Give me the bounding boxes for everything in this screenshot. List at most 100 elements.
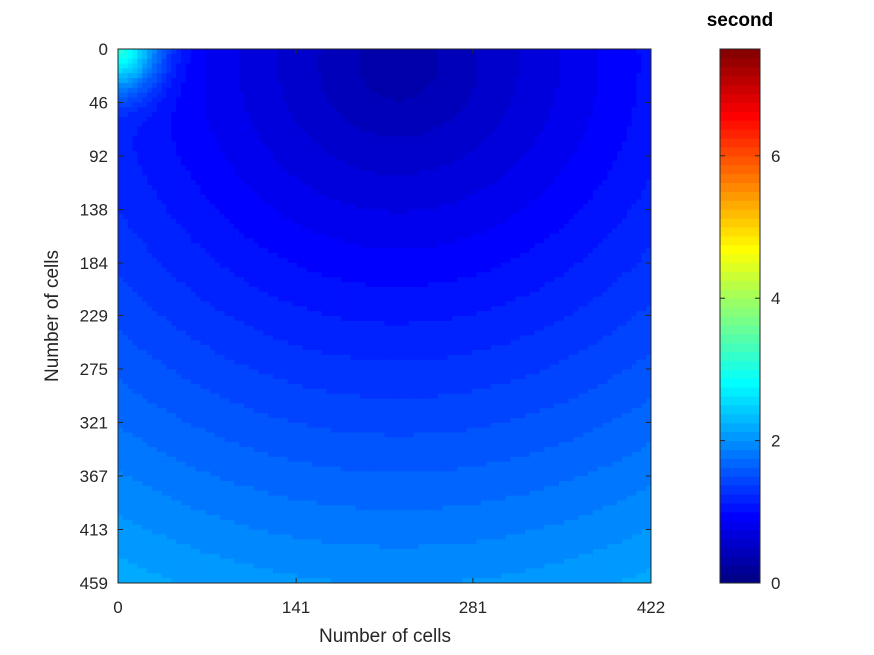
heatmap-cell [399,78,405,84]
heatmap-cell [413,228,420,235]
heatmap-cell [176,141,182,147]
heatmap-cell [403,49,410,55]
heatmap-cell [176,78,182,84]
heatmap-cell [132,228,138,235]
heatmap-cell [466,107,473,113]
heatmap-cell [122,214,129,220]
heatmap-cell [321,68,327,74]
heatmap-cell [568,116,575,123]
heatmap-cell [166,107,172,113]
heatmap-cell [263,107,269,113]
heatmap-cell [345,238,352,244]
heatmap-cell [243,87,250,94]
heatmap-cell [200,209,206,215]
heatmap-cell [631,97,638,103]
heatmap-cell [437,209,444,215]
heatmap-cell [558,58,565,65]
heatmap-cell [394,199,400,205]
heatmap-cell [200,223,206,230]
heatmap-cell [583,107,589,113]
heatmap-cell [646,209,651,215]
heatmap-cell [534,194,541,201]
heatmap-cell [539,49,545,55]
heatmap-cell [558,204,565,210]
heatmap-cell [374,252,381,259]
heatmap-cell [432,160,439,167]
heatmap-cell [336,233,342,239]
heatmap-cell [529,58,536,65]
heatmap-cell [505,233,512,239]
heatmap-cell [234,189,240,196]
heatmap-cell [597,131,604,137]
heatmap-cell [287,165,294,171]
heatmap-cell [447,155,453,162]
heatmap-cell [243,92,250,99]
heatmap-cell [151,165,158,171]
heatmap-cell [205,53,211,60]
heatmap-cell [641,180,647,186]
heatmap-cell [200,82,206,89]
heatmap-cell [505,194,512,201]
heatmap-cell [549,160,555,167]
heatmap-cell [403,82,410,89]
heatmap-cell [597,102,604,108]
heatmap-cell [529,131,536,137]
heatmap-cell [156,218,163,225]
heatmap-cell [646,252,651,259]
heatmap-cell [447,214,453,220]
heatmap-cell [510,121,516,128]
heatmap-cell [326,184,332,191]
heatmap-cell [602,146,608,152]
heatmap-cell [374,223,381,230]
heatmap-cell [471,82,478,89]
heatmap-cell [428,252,434,259]
heatmap-cell [597,175,604,181]
heatmap-cell [374,238,381,244]
heatmap-cell [355,146,361,152]
heatmap-cell [491,155,497,162]
heatmap-cell [549,165,555,171]
heatmap-cell [306,63,313,70]
heatmap-cell [180,170,187,176]
heatmap-cell [544,160,550,167]
heatmap-cell [122,243,129,249]
heatmap-cell [578,82,584,89]
heatmap-cell [118,204,124,210]
heatmap-cell [273,248,279,254]
heatmap-cell [287,160,294,167]
heatmap-cell [306,233,313,239]
heatmap-cell [389,233,395,239]
heatmap-cell [641,97,647,103]
heatmap-cell [180,87,187,94]
heatmap-cell [462,121,468,128]
heatmap-cell [394,116,400,123]
heatmap-cell [316,184,323,191]
heatmap-cell [253,116,260,123]
heatmap-cell [500,228,507,235]
heatmap-cell [418,252,424,259]
heatmap-cell [636,160,642,167]
heatmap-cell [646,180,651,186]
heatmap-cell [345,131,352,137]
heatmap-cell [432,68,439,74]
heatmap-cell [399,107,405,113]
heatmap-cell [447,175,453,181]
heatmap-cell [636,248,642,254]
heatmap-cell [171,257,177,264]
heatmap-cell [374,184,381,191]
heatmap-cell [214,180,221,186]
heatmap-cell [423,175,429,181]
heatmap-cell [331,257,337,264]
heatmap-cell [597,53,604,60]
heatmap-cell [132,204,138,210]
heatmap-cell [229,204,235,210]
heatmap-cell [384,184,390,191]
heatmap-cell [340,107,347,113]
heatmap-cell [306,49,313,55]
heatmap-cell [176,150,182,157]
heatmap-cell [190,209,197,215]
heatmap-cell [122,87,129,94]
heatmap-cell [224,150,231,157]
heatmap-cell [525,257,531,264]
heatmap-cell [432,141,439,147]
